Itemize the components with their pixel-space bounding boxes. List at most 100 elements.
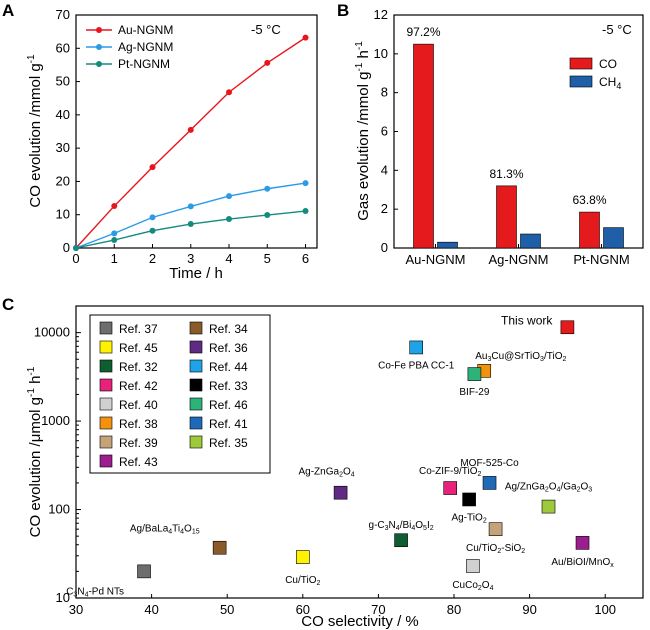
panel-b-data-label: 81.3% bbox=[489, 167, 523, 181]
panel-c-legend-label: Ref. 46 bbox=[209, 398, 248, 412]
panel-a-x-tick-label: 3 bbox=[187, 251, 194, 266]
panel-a-data-point bbox=[73, 245, 79, 251]
legend-swatch-co bbox=[569, 57, 593, 70]
panel-a-x-axis-label: Time / h bbox=[169, 265, 223, 282]
panel-b-data-label: 63.8% bbox=[572, 193, 606, 207]
panel-a-series bbox=[73, 34, 309, 251]
panel-c-point-label-part: Ti bbox=[172, 524, 180, 535]
panel-c-point-label-part: BIF-29 bbox=[459, 387, 489, 398]
panel-a-data-point bbox=[111, 203, 118, 210]
panel-c-point-label: CuCo2O4 bbox=[452, 580, 493, 592]
panel-c-x-tick-label: 40 bbox=[144, 602, 158, 617]
panel-c-point-marker bbox=[295, 550, 310, 564]
legend-label-ch4-main: CH bbox=[599, 75, 616, 89]
panel-a-x-tick-label: 2 bbox=[149, 251, 156, 266]
panel-c-point-marker bbox=[482, 476, 497, 490]
panel-c-point-label-part: This work bbox=[501, 313, 553, 327]
panel-a-data-point bbox=[187, 126, 194, 133]
panel-a-data-point bbox=[187, 203, 194, 210]
panel-b-bar-chart: B 0 2 4 6 8 10 12 Au-NGNM Ag-NGNM Pt-NGNM 97.2% 81… bbox=[337, 1, 644, 267]
panel-c-point-label-part: Ag-TiO bbox=[452, 512, 484, 523]
panel-c-point-label-part: 4 bbox=[85, 591, 89, 598]
panel-a-data-point bbox=[149, 164, 156, 171]
legend-label-ch4: CH4 bbox=[599, 75, 621, 91]
panel-c-legend-swatch bbox=[189, 435, 203, 449]
panel-c-y-axis-label-main: CO evolution /μmol g bbox=[27, 397, 44, 537]
panel-c-point-label-part: 4 bbox=[168, 529, 172, 536]
panel-a-series-line-2 bbox=[75, 210, 306, 249]
panel-c-point-label-part: 2 bbox=[521, 548, 525, 555]
panel-c-point-marker bbox=[333, 485, 348, 500]
panel-c-point-label: Ag-TiO2 bbox=[452, 512, 487, 524]
panel-b-temperature-annotation: -5 °C bbox=[602, 22, 632, 37]
panel-a-y-axis-label: CO evolution /mmol g-1 bbox=[26, 54, 44, 208]
panel-c-legend-label: Ref. 36 bbox=[209, 341, 248, 355]
panel-b-y-tick-label: 10 bbox=[374, 46, 388, 61]
panel-a-data-point bbox=[302, 180, 309, 187]
panel-c-point-marker bbox=[394, 533, 408, 548]
panel-b-y-axis-label-main: Gas evolution /mmol g bbox=[355, 72, 372, 221]
panel-b-y-axis-label: Gas evolution /mmol g-1 h-1 bbox=[354, 41, 372, 221]
panel-c-legend-label: Ref. 41 bbox=[209, 417, 248, 431]
panel-c-point-label-part: O bbox=[415, 520, 423, 531]
panel-a-x-tick-label: 1 bbox=[111, 251, 118, 266]
panel-c-point-label-part: 4 bbox=[351, 472, 355, 479]
panel-c-point-marker bbox=[409, 340, 424, 355]
panel-c-x-tick-label: 30 bbox=[69, 602, 83, 617]
panel-c-legend-swatch bbox=[99, 454, 113, 468]
panel-c-legend-label: Ref. 37 bbox=[119, 322, 158, 336]
panel-c-point-label-part: 2 bbox=[339, 472, 343, 479]
panel-c-point-label-part: MOF-525-Co bbox=[460, 458, 519, 469]
panel-c-point-label-part: Co-Fe PBA CC-1 bbox=[378, 360, 455, 371]
panel-c-legend-label: Ref. 43 bbox=[119, 455, 158, 469]
panel-c-legend-swatch bbox=[99, 359, 113, 373]
panel-a-legend-marker-0 bbox=[96, 27, 102, 33]
panel-b-y-tick-label: 4 bbox=[381, 162, 388, 177]
panel-c-x-tick-label: 70 bbox=[371, 602, 385, 617]
panel-c-point-label-part: 3 bbox=[588, 487, 592, 494]
panel-c-y-tick-label: 10 bbox=[56, 590, 70, 605]
panel-c-point-marker bbox=[466, 559, 480, 573]
panel-c-point-label-part: 3 bbox=[540, 356, 544, 363]
panel-b-x-tick-label: Ag-NGNM bbox=[489, 252, 549, 267]
panel-a-temperature-annotation: -5 °C bbox=[251, 22, 281, 37]
panel-a-y-tick-label: 50 bbox=[56, 74, 70, 89]
panel-c-point-label-part: Cu/TiO bbox=[466, 543, 498, 554]
panel-c-point-label-part: /Bi bbox=[400, 520, 412, 531]
panel-c-point-label: Ag/BaLa4Ti4O15 bbox=[130, 524, 200, 536]
panel-b-bars: 97.2% 81.3% 63.8% bbox=[406, 25, 624, 249]
panel-a-data-point bbox=[149, 214, 156, 221]
panel-c-legend-swatch bbox=[189, 416, 203, 430]
panel-a-data-point bbox=[226, 216, 233, 223]
panel-c-y-axis-label-sup1: -1 bbox=[26, 388, 37, 397]
panel-c-point-marker bbox=[443, 481, 458, 495]
panel-b-y-tick-label: 2 bbox=[381, 201, 388, 216]
panel-c-legend: Ref. 37 Ref. 45 Ref. 32 Ref. 42 Ref. 40 Ref. … bbox=[89, 314, 271, 474]
panel-c-ticks: 30 40 50 60 70 80 90 100 10 100 1000 10000 bbox=[34, 305, 616, 617]
panel-c-point-marker bbox=[137, 564, 151, 579]
panel-a-data-point bbox=[264, 59, 271, 66]
panel-c-point-label: Au/BiOI/MnOx bbox=[551, 557, 614, 569]
panel-a-label: A bbox=[2, 1, 14, 20]
panel-c-point-marker bbox=[560, 320, 575, 335]
panel-c-point-label: Cu/TiO2-SiO2 bbox=[466, 543, 525, 555]
panel-c-legend-swatch bbox=[99, 340, 113, 354]
panel-c-point-label-part: 2 bbox=[562, 356, 566, 363]
panel-a-legend-marker-1 bbox=[96, 44, 102, 50]
panel-c-x-axis-label: CO selectivity / % bbox=[301, 613, 419, 630]
panel-c-point-label-part: O bbox=[343, 467, 351, 478]
panel-a-y-tick-label: 30 bbox=[56, 140, 70, 155]
panel-b-ticks: 0 2 4 6 8 10 12 Au-NGNM Ag-NGNM Pt-NGNM bbox=[374, 7, 630, 267]
panel-a-y-tick-label: 60 bbox=[56, 40, 70, 55]
panel-c-point-label-part: 2 bbox=[478, 471, 482, 478]
panel-c-point-label-part: 5 bbox=[423, 525, 427, 532]
panel-c-point-label-part: 2 bbox=[497, 548, 501, 555]
panel-c-point-label-part: CuCo bbox=[452, 580, 478, 591]
panel-a-data-point bbox=[149, 227, 156, 234]
panel-a-y-axis-label-sup: -1 bbox=[26, 54, 37, 63]
panel-c-point-label-part: 2 bbox=[430, 525, 434, 532]
panel-c-label: C bbox=[2, 295, 14, 314]
panel-c-legend-swatch bbox=[99, 416, 113, 430]
panel-c-point-label-part: 2 bbox=[317, 580, 321, 587]
panel-c-x-tick-label: 60 bbox=[296, 602, 310, 617]
